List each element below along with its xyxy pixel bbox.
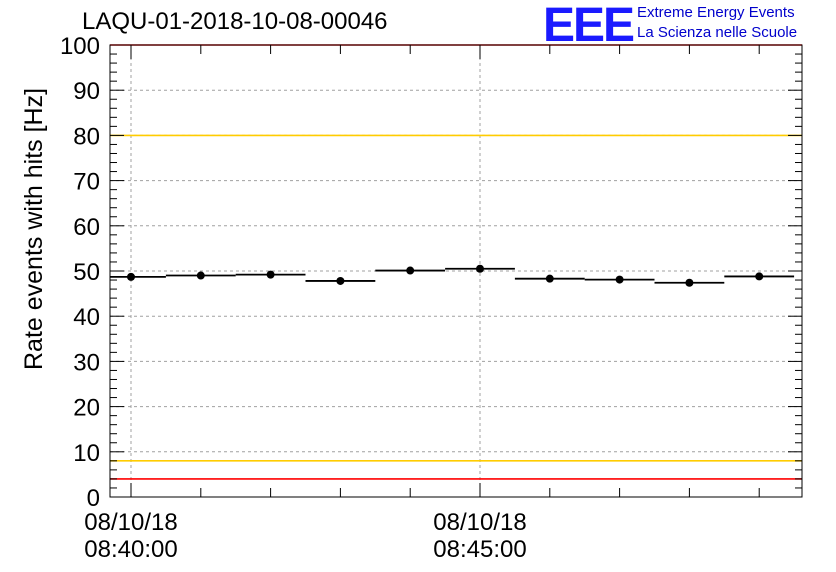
data-point: [654, 278, 725, 287]
point-marker: [615, 275, 624, 284]
data-point: [375, 266, 446, 275]
point-marker: [545, 274, 554, 283]
y-tick-label: 0: [87, 485, 100, 512]
data-point: [110, 272, 166, 281]
data-point: [305, 276, 376, 285]
point-marker: [685, 278, 694, 287]
point-marker: [266, 270, 275, 279]
logo-text-line2: La Scienza nelle Scuole: [637, 24, 798, 41]
eee-logo: EEE: [543, 0, 635, 52]
y-tick-label: 70: [73, 169, 100, 196]
data-point: [514, 274, 585, 283]
point-marker: [476, 264, 484, 273]
y-tick-label: 40: [73, 304, 100, 331]
y-tick-label: 60: [73, 214, 100, 241]
point-marker: [755, 272, 764, 281]
logo-text-line1: Extreme Energy Events: [637, 4, 795, 21]
axis-ticks: [110, 44, 802, 498]
x-tick-time: 08:45:00: [433, 536, 526, 563]
y-tick-label: 100: [60, 33, 100, 60]
y-tick-label: 90: [73, 78, 100, 105]
y-tick-label: 30: [73, 349, 100, 376]
y-axis-label: Rate events with hits [Hz]: [20, 87, 48, 370]
y-tick-label: 20: [73, 395, 100, 422]
x-tick-date: 08/10/18: [84, 509, 177, 536]
grid: [110, 45, 802, 497]
x-tick-date: 08/10/18: [433, 509, 526, 536]
x-tick-time: 08:40:00: [84, 536, 177, 563]
data-point: [235, 270, 306, 279]
y-tick-label: 50: [73, 259, 100, 286]
y-tick-labels: 0 10 20 30 40 50 60 70 80 90 100: [60, 33, 100, 512]
chart-title: LAQU-01-2018-10-08-00046: [82, 8, 388, 35]
data-point: [584, 275, 655, 284]
point-marker: [406, 266, 415, 275]
data-point: [165, 271, 236, 280]
data-point: [445, 264, 515, 273]
y-tick-label: 10: [73, 440, 100, 467]
point-marker: [336, 276, 345, 285]
point-marker: [196, 271, 205, 280]
data-points: [110, 264, 795, 287]
reference-lines: [110, 44, 802, 480]
data-point: [724, 272, 795, 281]
point-marker: [127, 272, 135, 281]
y-tick-label: 80: [73, 123, 100, 150]
